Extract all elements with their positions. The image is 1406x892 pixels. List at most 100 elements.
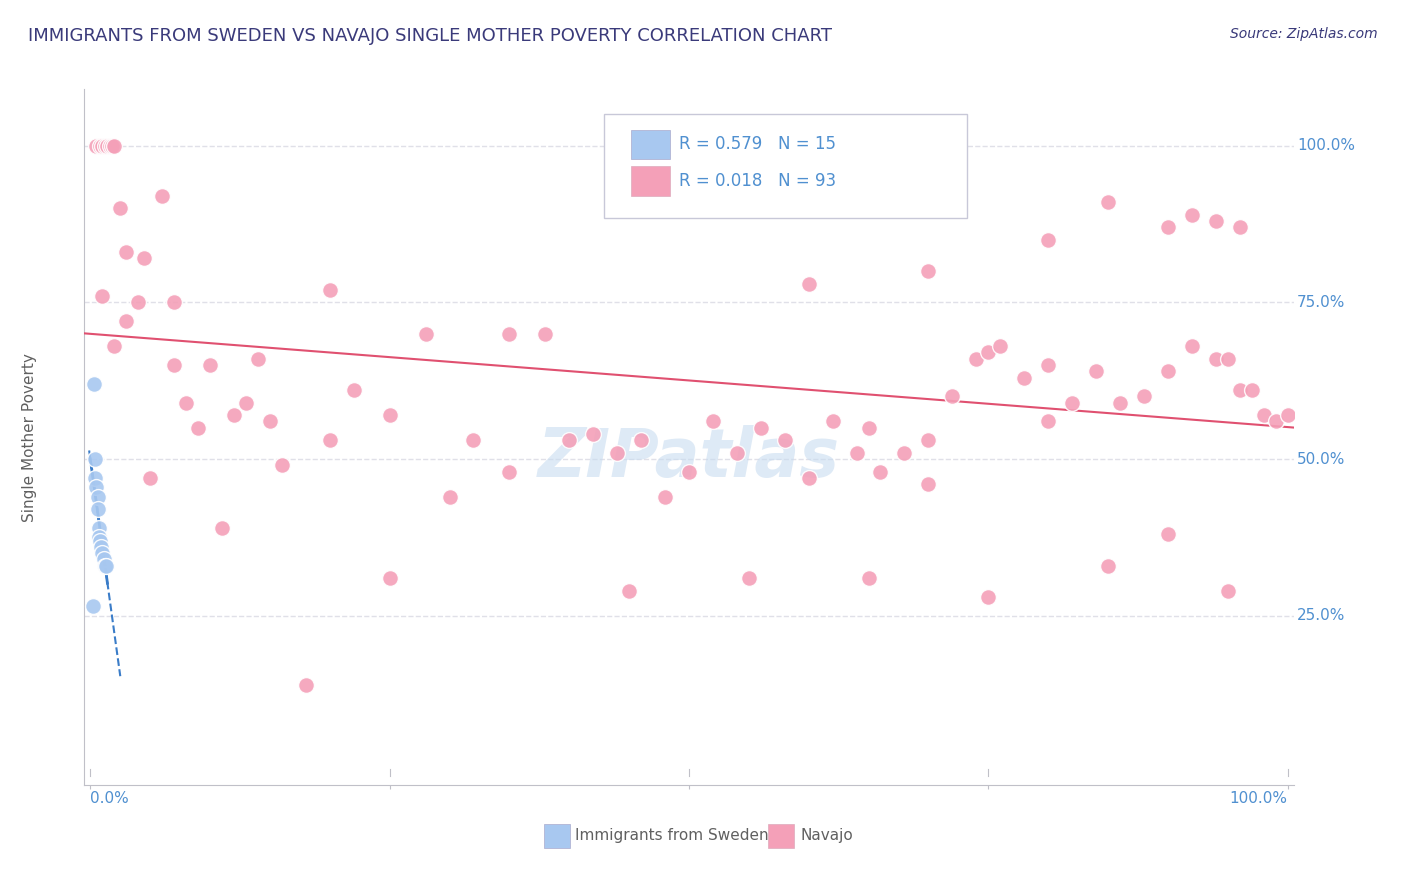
Point	[917, 477, 939, 491]
Point	[134, 252, 156, 266]
Point	[139, 471, 162, 485]
Point	[821, 414, 844, 428]
Point	[163, 295, 186, 310]
Point	[1097, 194, 1119, 209]
Text: Single Mother Poverty: Single Mother Poverty	[22, 352, 38, 522]
Point	[463, 434, 485, 448]
FancyBboxPatch shape	[605, 113, 967, 218]
Point	[115, 245, 138, 260]
Point	[83, 376, 105, 391]
Text: R = 0.579   N = 15: R = 0.579 N = 15	[679, 136, 837, 153]
Point	[87, 521, 110, 535]
Point	[1157, 364, 1180, 378]
Point	[1060, 395, 1083, 409]
Point	[749, 420, 772, 434]
Point	[94, 558, 117, 573]
Point	[1012, 370, 1035, 384]
Point	[319, 434, 342, 448]
Point	[103, 339, 125, 353]
Point	[295, 678, 318, 692]
Point	[869, 465, 891, 479]
Point	[235, 395, 257, 409]
Point	[86, 502, 108, 516]
Point	[270, 458, 292, 473]
Point	[98, 138, 121, 153]
Point	[439, 490, 461, 504]
Text: Immigrants from Sweden: Immigrants from Sweden	[575, 829, 769, 843]
Point	[174, 395, 197, 409]
Text: 25.0%: 25.0%	[1298, 608, 1346, 624]
Point	[678, 465, 700, 479]
Point	[378, 571, 401, 585]
Point	[1157, 527, 1180, 541]
Text: R = 0.018   N = 93: R = 0.018 N = 93	[679, 172, 837, 190]
Point	[1181, 208, 1204, 222]
Point	[773, 434, 796, 448]
Point	[198, 358, 221, 372]
Point	[90, 540, 112, 554]
Point	[1264, 414, 1286, 428]
Point	[84, 452, 107, 467]
Point	[1085, 364, 1108, 378]
Point	[1277, 408, 1299, 422]
Point	[96, 138, 118, 153]
Point	[93, 138, 115, 153]
Point	[1036, 233, 1059, 247]
Point	[1109, 395, 1132, 409]
Point	[1205, 214, 1227, 228]
Point	[617, 583, 640, 598]
Text: 50.0%: 50.0%	[1298, 451, 1346, 467]
Point	[917, 264, 939, 278]
Point	[498, 326, 520, 341]
Point	[1216, 351, 1239, 366]
Point	[702, 414, 724, 428]
Point	[941, 389, 963, 403]
Point	[797, 471, 820, 485]
Point	[1133, 389, 1156, 403]
Text: IMMIGRANTS FROM SWEDEN VS NAVAJO SINGLE MOTHER POVERTY CORRELATION CHART: IMMIGRANTS FROM SWEDEN VS NAVAJO SINGLE …	[28, 27, 832, 45]
Point	[1216, 583, 1239, 598]
Point	[86, 480, 108, 494]
Point	[845, 446, 868, 460]
Text: 100.0%: 100.0%	[1298, 138, 1355, 153]
Point	[893, 446, 915, 460]
Text: Source: ZipAtlas.com: Source: ZipAtlas.com	[1230, 27, 1378, 41]
Point	[1036, 414, 1059, 428]
Point	[343, 383, 366, 397]
Point	[1181, 339, 1204, 353]
Text: 0.0%: 0.0%	[90, 791, 129, 806]
Point	[1229, 220, 1251, 235]
Point	[319, 283, 342, 297]
FancyBboxPatch shape	[631, 167, 669, 195]
Point	[246, 351, 269, 366]
Point	[1205, 351, 1227, 366]
Point	[93, 552, 115, 566]
Point	[115, 314, 138, 328]
Point	[1229, 383, 1251, 397]
FancyBboxPatch shape	[768, 824, 794, 847]
Point	[84, 471, 107, 485]
Text: 75.0%: 75.0%	[1298, 295, 1346, 310]
Point	[1036, 358, 1059, 372]
Point	[534, 326, 557, 341]
Point	[1097, 558, 1119, 573]
Point	[91, 138, 114, 153]
Point	[725, 446, 748, 460]
Point	[101, 138, 124, 153]
Point	[87, 530, 110, 544]
Text: ZIPatlas: ZIPatlas	[538, 425, 839, 491]
Point	[797, 277, 820, 291]
Point	[606, 446, 628, 460]
Point	[110, 202, 132, 216]
FancyBboxPatch shape	[631, 129, 669, 159]
Point	[93, 558, 115, 573]
Point	[103, 138, 125, 153]
Point	[858, 571, 880, 585]
Point	[150, 188, 173, 202]
Point	[1240, 383, 1263, 397]
Point	[82, 599, 104, 614]
Point	[858, 420, 880, 434]
Point	[89, 138, 111, 153]
Point	[977, 345, 1000, 359]
Point	[738, 571, 761, 585]
